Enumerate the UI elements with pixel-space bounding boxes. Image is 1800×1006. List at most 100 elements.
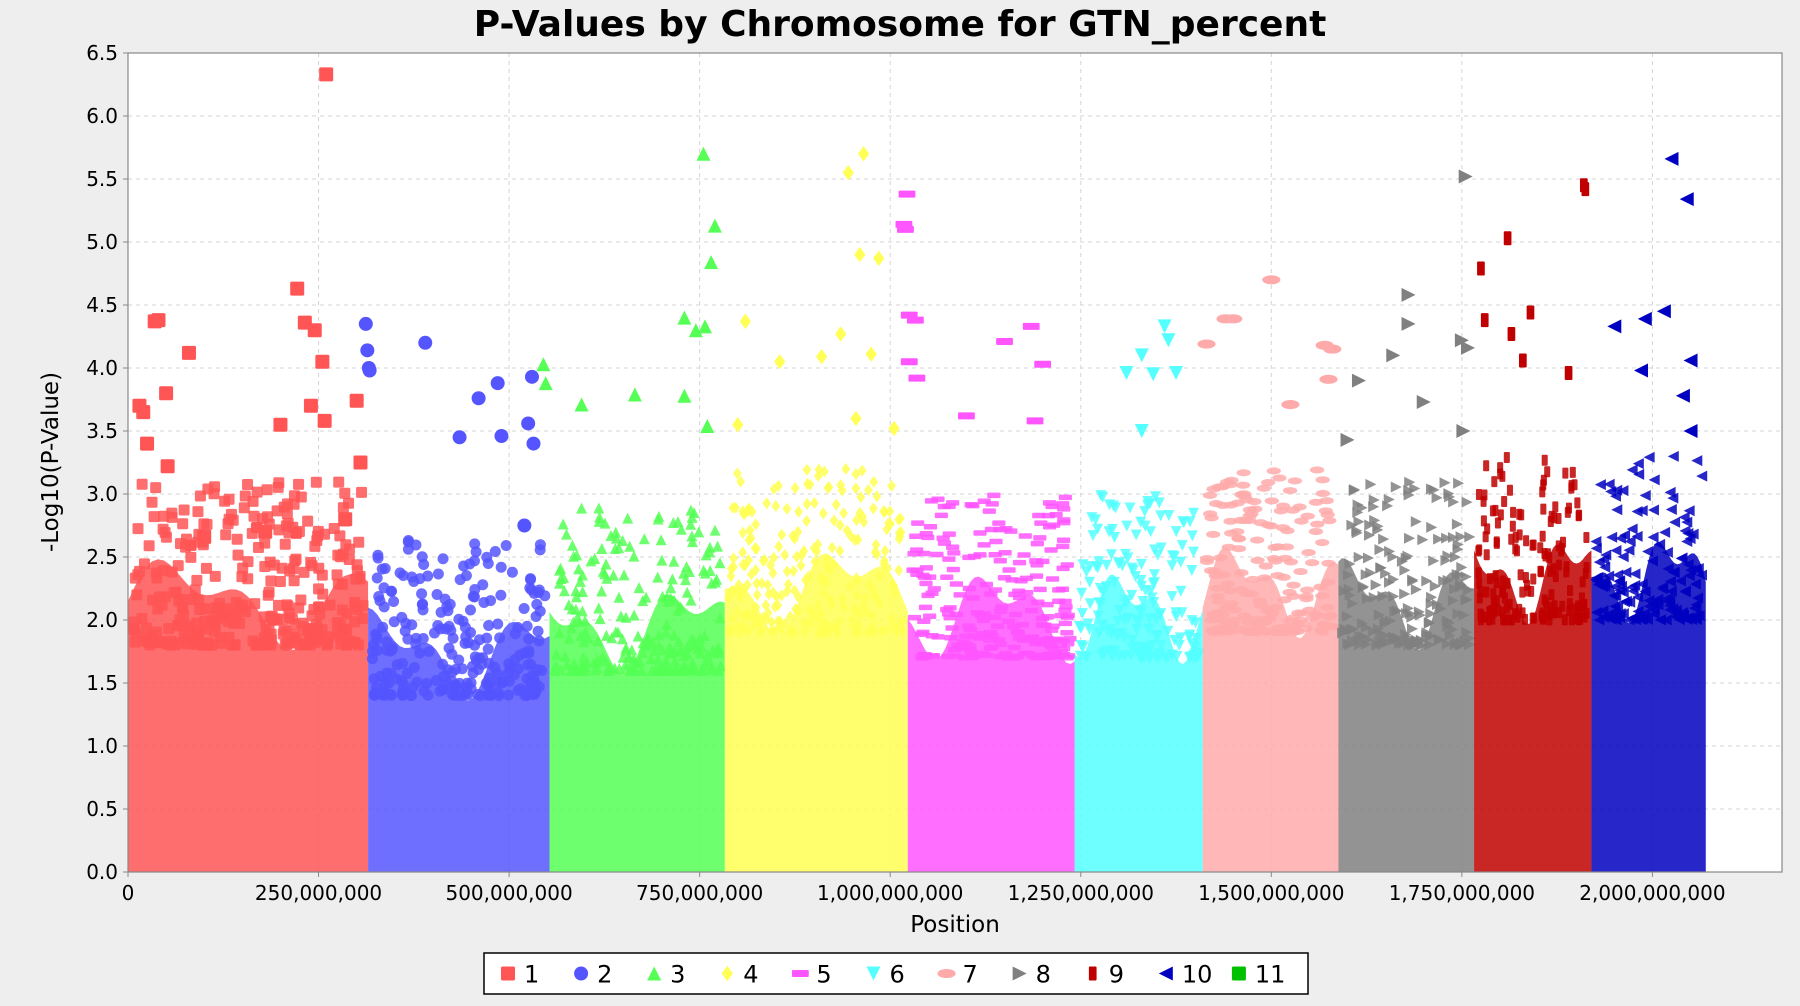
point-chr5 — [989, 538, 1003, 545]
point-chr1 — [337, 502, 349, 514]
point-chr2 — [443, 620, 455, 632]
point-chr9 — [1523, 535, 1530, 547]
point-chr6 — [1173, 639, 1185, 651]
point-chr2 — [534, 544, 546, 556]
point-chr1 — [333, 476, 345, 488]
point-chr5 — [983, 637, 997, 643]
point-chr5 — [911, 520, 925, 526]
point-chr4 — [814, 598, 823, 611]
point-chr7 — [1279, 543, 1295, 551]
y-tick-label: 2.0 — [86, 608, 118, 632]
point-chr5 — [966, 502, 980, 509]
point-chr6 — [1154, 609, 1166, 621]
point-chr5 — [977, 498, 991, 504]
point-chr7 — [1224, 529, 1239, 537]
legend-marker-9 — [1088, 966, 1097, 981]
point-chr2 — [518, 603, 530, 615]
point-chr10 — [1673, 614, 1685, 626]
point-chr7 — [1285, 506, 1301, 514]
point-chr7 — [1233, 585, 1249, 594]
point-chr4 — [761, 599, 771, 612]
peak-point-chr5 — [1026, 417, 1044, 425]
point-chr9 — [1579, 599, 1587, 611]
point-chr5 — [946, 500, 960, 506]
point-chr4 — [877, 625, 887, 638]
point-chr8 — [1444, 491, 1456, 503]
point-chr3 — [628, 550, 640, 562]
legend-item-2: 2 — [574, 961, 612, 989]
point-chr8 — [1372, 524, 1384, 536]
point-chr5 — [994, 608, 1008, 615]
point-chr4 — [883, 562, 893, 575]
point-chr7 — [1282, 487, 1298, 495]
peak-point-chr1 — [136, 405, 151, 420]
point-chr3 — [623, 651, 635, 663]
y-tick-label: 6.0 — [86, 104, 118, 128]
peak-point-chr1 — [353, 455, 368, 470]
point-chr5 — [1045, 627, 1059, 633]
series-chr4 — [724, 462, 908, 872]
point-chr3 — [600, 558, 612, 570]
point-chr3 — [558, 572, 570, 584]
point-chr6 — [1184, 629, 1196, 641]
point-chr4 — [818, 507, 828, 520]
point-chr2 — [483, 672, 495, 684]
peak-point-chr10 — [1683, 353, 1698, 368]
peak-point-chr1 — [319, 67, 334, 82]
peak-point-chr5 — [897, 225, 914, 233]
point-chr9 — [1501, 592, 1508, 604]
x-tick-label: 1,500,000,000 — [1198, 881, 1344, 905]
peak-point-chr4 — [854, 246, 866, 263]
point-chr2 — [489, 661, 501, 673]
point-chr2 — [525, 573, 537, 585]
point-chr6 — [1184, 652, 1196, 664]
point-chr4 — [845, 580, 855, 593]
point-chr2 — [431, 589, 443, 601]
point-chr5 — [1014, 577, 1028, 584]
peak-point-chr4 — [835, 326, 847, 342]
point-chr2 — [422, 689, 434, 701]
point-chr3 — [653, 629, 665, 641]
point-chr3 — [582, 632, 594, 644]
point-chr9 — [1517, 569, 1524, 581]
point-chr4 — [776, 625, 786, 638]
point-chr8 — [1373, 609, 1385, 621]
point-chr7 — [1305, 614, 1320, 622]
point-chr6 — [1139, 505, 1151, 517]
point-chr5 — [949, 581, 964, 587]
point-chr8 — [1356, 502, 1368, 514]
point-chr2 — [430, 675, 442, 687]
point-chr5 — [968, 633, 982, 639]
point-chr5 — [964, 649, 978, 655]
point-chr9 — [1476, 544, 1483, 556]
point-chr2 — [417, 632, 429, 644]
point-chr1 — [246, 527, 258, 539]
point-chr6 — [1144, 497, 1156, 509]
point-chr7 — [1237, 612, 1252, 620]
point-chr1 — [274, 576, 286, 588]
point-chr7 — [1294, 517, 1309, 525]
point-chr6 — [1080, 566, 1092, 578]
peak-point-chr3 — [536, 357, 551, 372]
point-chr3 — [686, 536, 698, 548]
point-chr9 — [1528, 585, 1535, 597]
point-chr3 — [652, 513, 664, 525]
series-chr10 — [1590, 450, 1708, 872]
point-chr4 — [813, 469, 823, 482]
peak-point-chr2 — [494, 429, 509, 444]
point-chr7 — [1270, 571, 1285, 580]
point-chr2 — [379, 562, 391, 574]
point-chr4 — [851, 603, 861, 616]
series-chr9 — [1474, 451, 1592, 872]
point-chr2 — [523, 645, 535, 657]
point-chr2 — [495, 589, 507, 601]
point-chr10 — [1619, 529, 1631, 541]
point-chr2 — [484, 689, 496, 701]
point-chr7 — [1209, 584, 1225, 592]
point-chr4 — [738, 546, 748, 559]
point-chr2 — [457, 615, 469, 627]
point-chr7 — [1231, 534, 1246, 542]
peak-point-chr7 — [1262, 275, 1281, 285]
point-chr5 — [943, 605, 957, 611]
point-chr7 — [1285, 614, 1300, 622]
